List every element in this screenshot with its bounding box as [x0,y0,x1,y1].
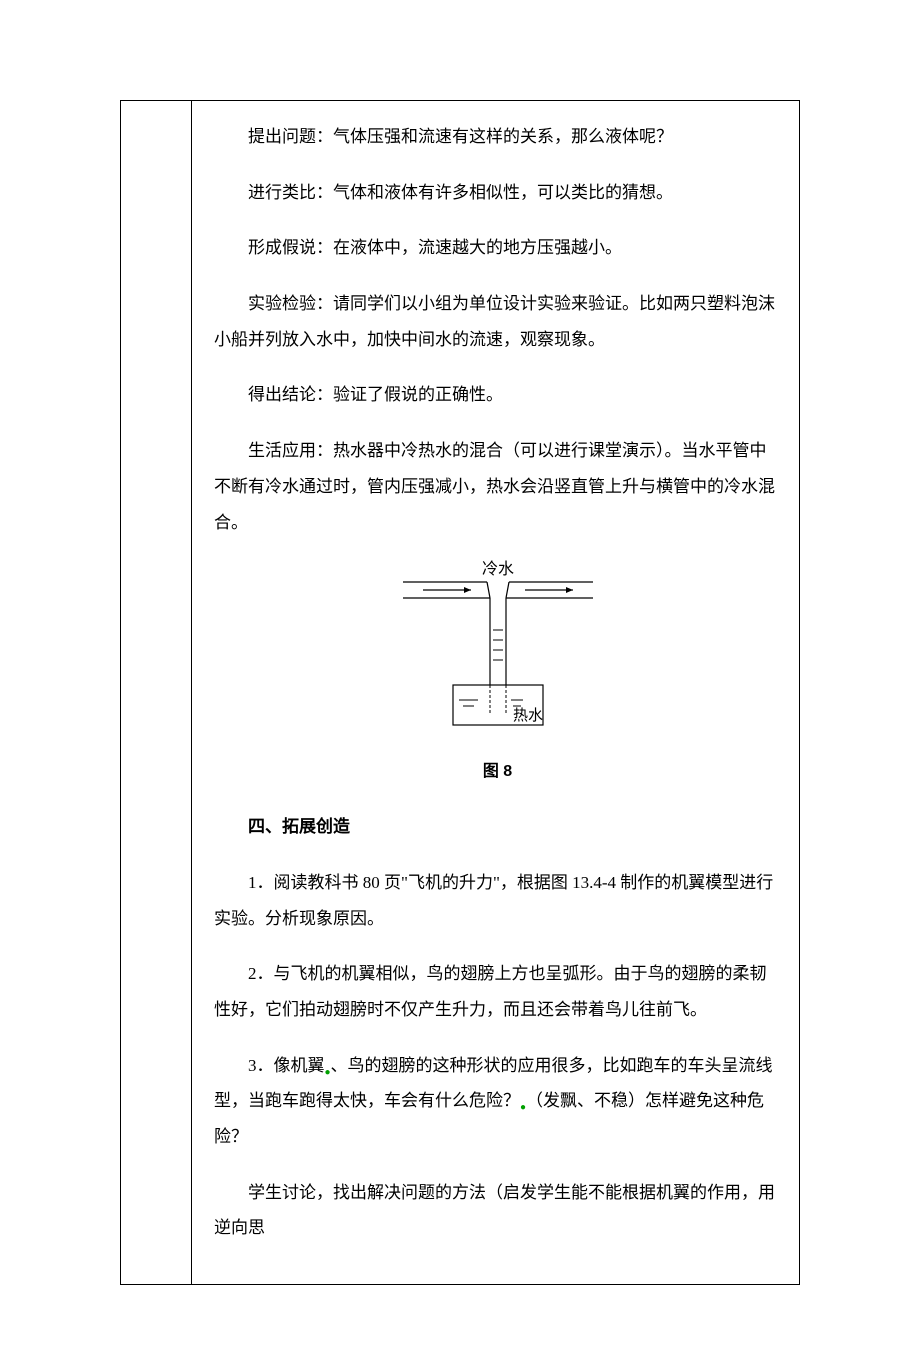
list-item-3: 3．像机翼●、鸟的翅膀的这种形状的应用很多，比如跑车的车头呈流线型，当跑车跑得太… [214,1048,781,1155]
paragraph-conclusion: 得出结论：验证了假说的正确性。 [214,377,781,413]
item3-text-a: 3．像机翼 [248,1056,325,1075]
paragraph-hypothesis: 形成假说：在液体中，流速越大的地方压强越小。 [214,230,781,266]
paragraph-application: 生活应用：热水器中冷热水的混合（可以进行课堂演示）。当水平管中不断有冷水通过时，… [214,433,781,540]
paragraph-discussion: 学生讨论，找出解决问题的方法（启发学生能不能根据机翼的作用，用逆向思 [214,1175,781,1246]
paragraph-analogy: 进行类比：气体和液体有许多相似性，可以类比的猜想。 [214,175,781,211]
list-item-1: 1．阅读教科书 80 页"飞机的升力"，根据图 13.4-4 制作的机翼模型进行… [214,865,781,936]
label-cold-water: 冷水 [481,560,513,578]
green-marker-2: ● [520,1102,526,1113]
figure-8-diagram: 冷水 [393,560,603,730]
content-column: 提出问题：气体压强和流速有这样的关系，那么液体呢？ 进行类比：气体和液体有许多相… [191,101,799,1284]
figure-8-caption: 图 8 [214,757,781,781]
figure-8-container: 冷水 [214,560,781,735]
page-border: 提出问题：气体压强和流速有这样的关系，那么液体呢？ 进行类比：气体和液体有许多相… [120,100,800,1285]
list-item-2: 2．与飞机的机翼相似，鸟的翅膀上方也呈弧形。由于鸟的翅膀的柔韧性好，它们拍动翅膀… [214,956,781,1027]
paragraph-experiment: 实验检验：请同学们以小组为单位设计实验来验证。比如两只塑料泡沫小船并列放入水中，… [214,286,781,357]
green-marker-1: ● [325,1067,331,1078]
section-4-heading: 四、拓展创造 [214,809,781,845]
label-hot-water: 热水 [513,707,543,724]
paragraph-question: 提出问题：气体压强和流速有这样的关系，那么液体呢？ [214,119,781,155]
